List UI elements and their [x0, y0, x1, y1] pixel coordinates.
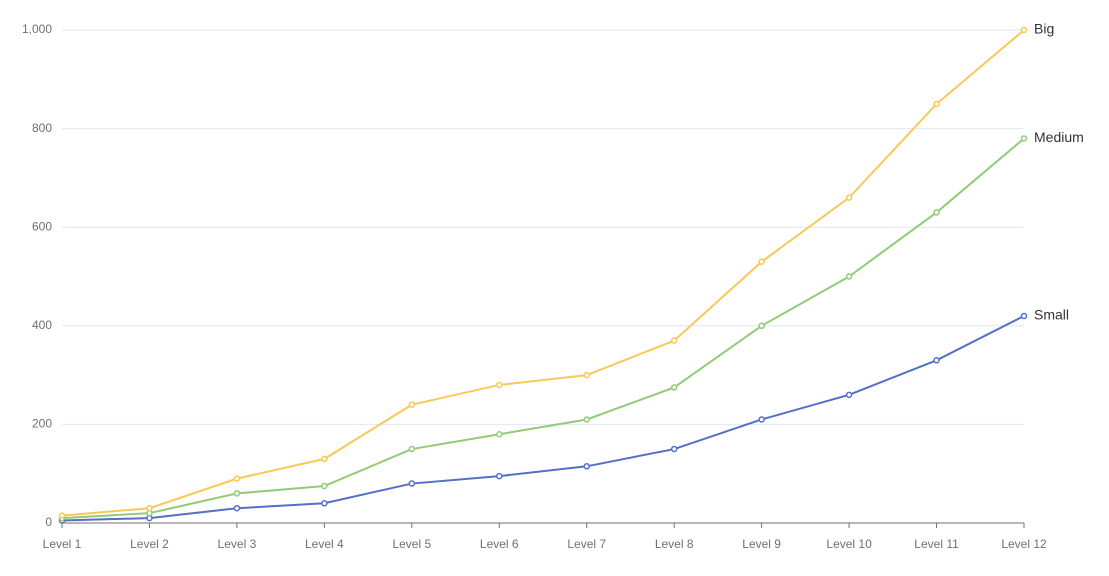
series-line — [61, 137, 1025, 520]
y-tick-label: 400 — [32, 318, 52, 332]
data-point — [583, 416, 590, 423]
data-point — [845, 194, 853, 201]
x-tick-label: Level 3 — [218, 537, 257, 551]
end-label: Medium — [1034, 129, 1084, 145]
data-point — [496, 472, 503, 480]
y-tick-label: 800 — [32, 121, 52, 135]
data-point — [1020, 312, 1028, 320]
x-tick-label: Level 7 — [567, 537, 606, 551]
data-point — [58, 512, 66, 519]
data-point — [408, 401, 416, 408]
data-point — [1020, 135, 1028, 142]
data-point — [321, 482, 328, 490]
data-point — [408, 480, 416, 487]
x-tick-label: Level 5 — [392, 537, 431, 551]
y-tick-label: 200 — [32, 417, 52, 431]
end-label: Small — [1034, 307, 1069, 323]
data-point — [583, 371, 590, 379]
data-point — [583, 463, 590, 470]
data-point — [933, 100, 940, 108]
series-line — [61, 29, 1025, 517]
data-point — [233, 475, 241, 482]
x-tick-label: Level 10 — [826, 537, 872, 551]
data-point — [845, 273, 853, 280]
data-point — [233, 504, 241, 512]
x-tick-label: Level 12 — [1001, 537, 1047, 551]
x-tick-label: Level 2 — [130, 537, 169, 551]
data-point — [1020, 26, 1028, 34]
x-tick-label: Level 9 — [742, 537, 781, 551]
data-point — [845, 391, 853, 399]
data-point — [670, 384, 678, 391]
x-tick-label: Level 8 — [655, 537, 694, 551]
data-point — [146, 504, 153, 512]
y-tick-label: 600 — [32, 219, 52, 233]
data-point — [758, 258, 765, 265]
data-point — [933, 357, 940, 364]
data-point — [933, 209, 940, 216]
data-point — [496, 431, 503, 438]
x-tick-label: Level 4 — [305, 537, 344, 551]
end-label: Big — [1034, 21, 1054, 37]
y-tick-label: 1,000 — [22, 22, 52, 36]
data-point — [321, 455, 328, 463]
y-tick-label: 0 — [45, 515, 52, 529]
data-point — [496, 381, 503, 389]
data-point — [670, 445, 678, 453]
data-point — [758, 416, 765, 423]
x-tick-label: Level 6 — [480, 537, 519, 551]
data-point — [233, 490, 241, 497]
x-tick-label: Level 11 — [914, 537, 959, 551]
data-point — [408, 445, 416, 453]
x-tick-label: Level 1 — [43, 537, 82, 551]
data-point — [321, 500, 328, 507]
data-point — [670, 337, 678, 344]
series-line — [61, 315, 1025, 522]
data-point — [758, 322, 765, 330]
